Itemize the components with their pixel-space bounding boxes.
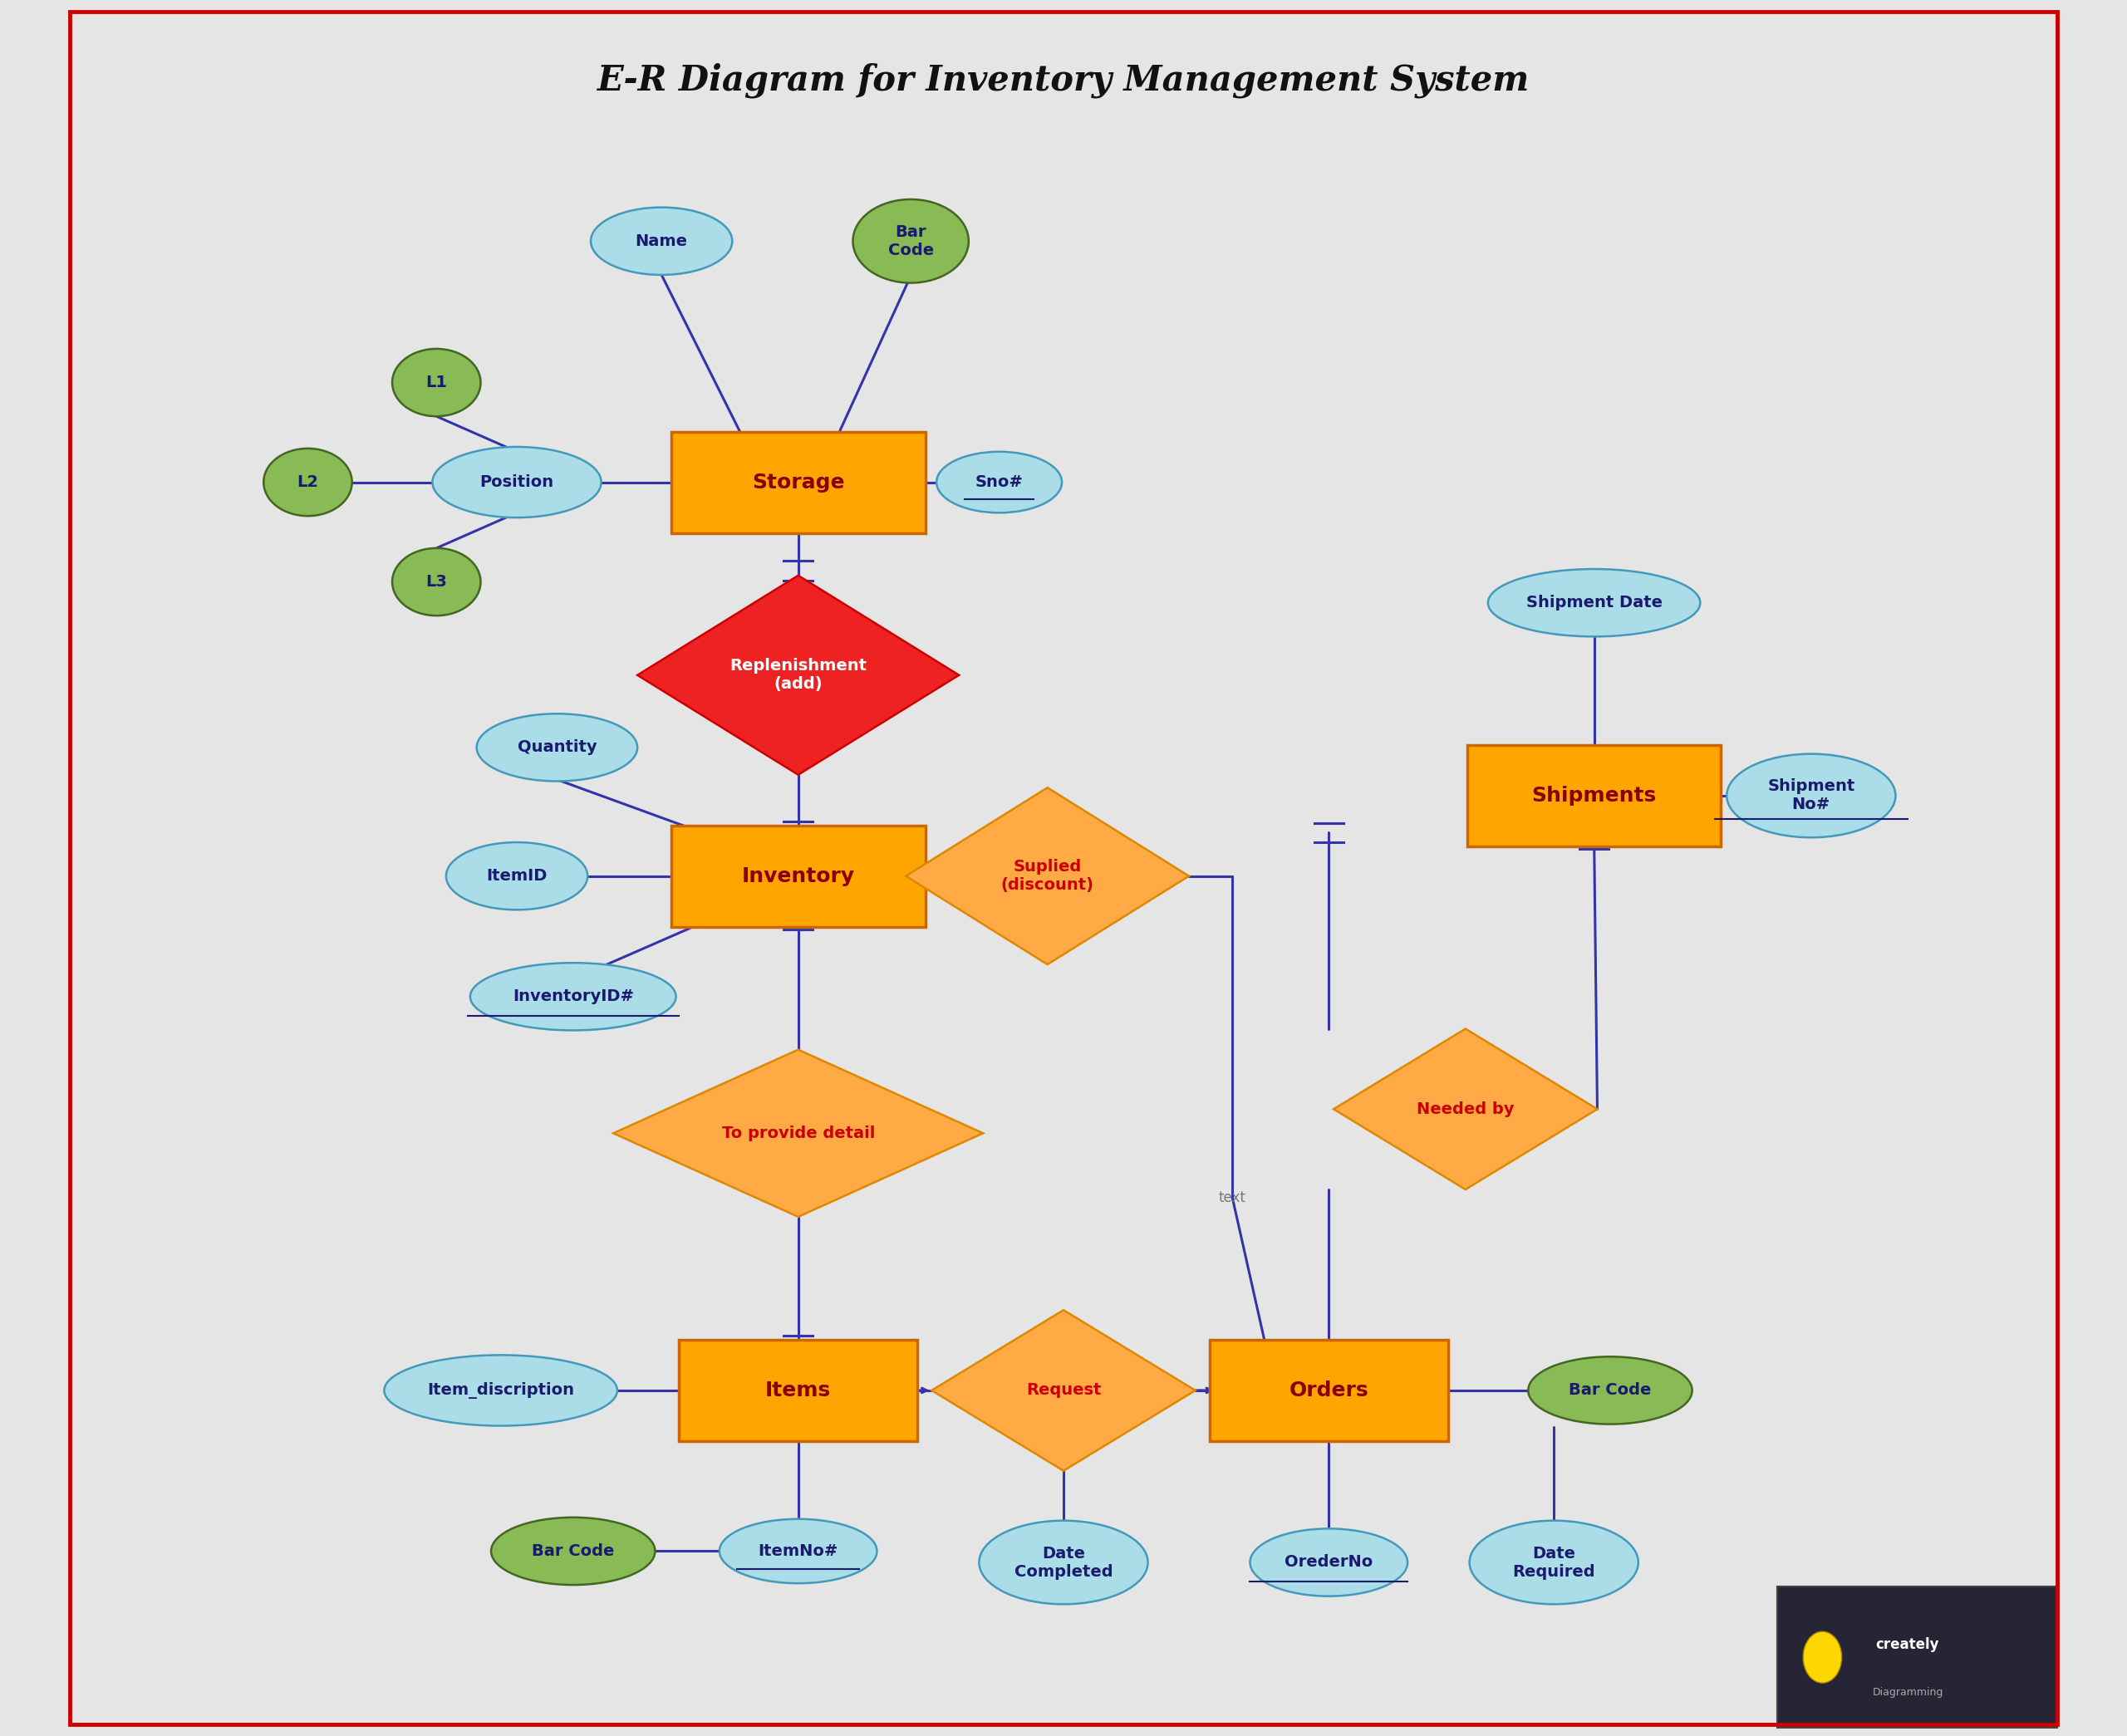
Text: Items: Items bbox=[766, 1380, 832, 1401]
Ellipse shape bbox=[432, 446, 602, 517]
Text: InventoryID#: InventoryID# bbox=[513, 990, 634, 1005]
Polygon shape bbox=[906, 788, 1189, 965]
Text: Bar
Code: Bar Code bbox=[887, 224, 934, 259]
Polygon shape bbox=[1334, 1029, 1597, 1189]
Text: Date
Required: Date Required bbox=[1512, 1545, 1595, 1580]
Ellipse shape bbox=[1727, 753, 1895, 837]
Text: creately: creately bbox=[1876, 1637, 1940, 1653]
Ellipse shape bbox=[719, 1519, 876, 1583]
Text: Item_discription: Item_discription bbox=[428, 1382, 574, 1399]
Ellipse shape bbox=[264, 448, 353, 516]
Ellipse shape bbox=[476, 713, 638, 781]
Ellipse shape bbox=[1470, 1521, 1638, 1604]
FancyBboxPatch shape bbox=[679, 1340, 917, 1441]
Ellipse shape bbox=[491, 1517, 655, 1585]
Text: E-R Diagram for Inventory Management System: E-R Diagram for Inventory Management Sys… bbox=[598, 62, 1529, 97]
Text: Orders: Orders bbox=[1289, 1380, 1368, 1401]
FancyBboxPatch shape bbox=[672, 432, 925, 533]
Ellipse shape bbox=[1527, 1356, 1693, 1424]
Polygon shape bbox=[613, 1050, 983, 1217]
Text: Position: Position bbox=[481, 474, 553, 490]
Text: text: text bbox=[1219, 1191, 1246, 1205]
Ellipse shape bbox=[1251, 1529, 1408, 1595]
Ellipse shape bbox=[1489, 569, 1699, 637]
Text: Replenishment
(add): Replenishment (add) bbox=[730, 658, 866, 693]
Ellipse shape bbox=[385, 1356, 617, 1425]
Ellipse shape bbox=[447, 842, 587, 910]
Text: L1: L1 bbox=[425, 375, 447, 391]
Ellipse shape bbox=[391, 349, 481, 417]
Text: Diagramming: Diagramming bbox=[1872, 1687, 1944, 1698]
Text: L3: L3 bbox=[425, 575, 447, 590]
Text: Inventory: Inventory bbox=[742, 866, 855, 885]
Polygon shape bbox=[638, 575, 959, 774]
Ellipse shape bbox=[470, 963, 676, 1031]
Text: Shipment Date: Shipment Date bbox=[1525, 595, 1661, 611]
Ellipse shape bbox=[391, 549, 481, 616]
Text: Suplied
(discount): Suplied (discount) bbox=[1002, 859, 1093, 892]
Text: L2: L2 bbox=[298, 474, 319, 490]
Text: To provide detail: To provide detail bbox=[721, 1125, 874, 1141]
Ellipse shape bbox=[591, 207, 732, 274]
FancyBboxPatch shape bbox=[672, 825, 925, 927]
Text: ItemNo#: ItemNo# bbox=[757, 1543, 838, 1559]
Text: Quantity: Quantity bbox=[517, 740, 598, 755]
Text: Bar Code: Bar Code bbox=[532, 1543, 615, 1559]
Text: Bar Code: Bar Code bbox=[1570, 1382, 1651, 1397]
Ellipse shape bbox=[936, 451, 1061, 512]
Ellipse shape bbox=[853, 200, 968, 283]
Ellipse shape bbox=[978, 1521, 1149, 1604]
Text: Shipments: Shipments bbox=[1531, 786, 1657, 806]
Text: OrederNo: OrederNo bbox=[1285, 1554, 1372, 1571]
Ellipse shape bbox=[1804, 1632, 1842, 1682]
Text: Shipment
No#: Shipment No# bbox=[1768, 779, 1855, 812]
FancyBboxPatch shape bbox=[1778, 1587, 2057, 1727]
Text: Name: Name bbox=[636, 233, 687, 248]
Text: Needed by: Needed by bbox=[1417, 1101, 1514, 1116]
Text: Request: Request bbox=[1025, 1382, 1102, 1397]
Polygon shape bbox=[932, 1311, 1195, 1470]
Text: Date
Completed: Date Completed bbox=[1015, 1545, 1112, 1580]
FancyBboxPatch shape bbox=[1468, 745, 1721, 847]
Text: ItemID: ItemID bbox=[487, 868, 547, 884]
Text: Storage: Storage bbox=[751, 472, 844, 493]
Text: Sno#: Sno# bbox=[974, 474, 1023, 490]
FancyBboxPatch shape bbox=[1210, 1340, 1448, 1441]
